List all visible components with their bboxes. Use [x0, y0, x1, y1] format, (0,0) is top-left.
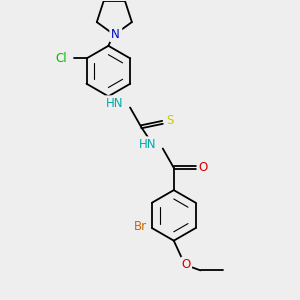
Text: O: O [198, 161, 207, 174]
Text: N: N [112, 28, 121, 41]
Text: Cl: Cl [56, 52, 67, 65]
Text: N: N [111, 28, 119, 41]
Text: Br: Br [134, 220, 147, 233]
Text: HN: HN [106, 97, 123, 110]
Text: S: S [167, 114, 174, 128]
Text: HN: HN [138, 138, 156, 151]
Text: O: O [182, 258, 191, 271]
